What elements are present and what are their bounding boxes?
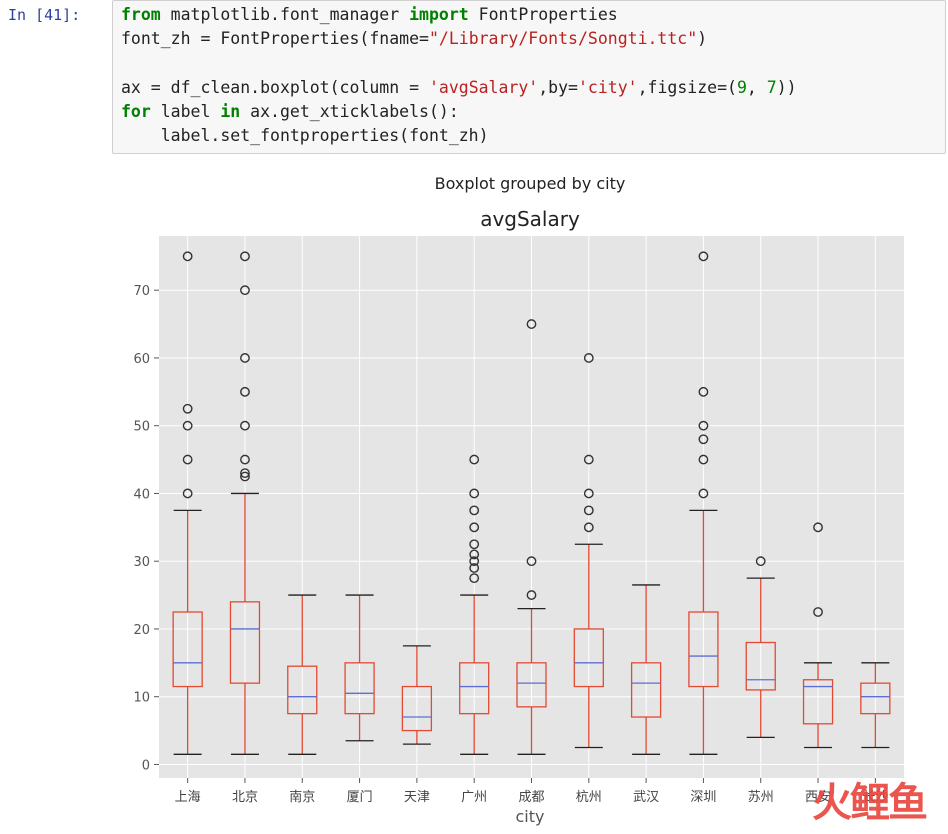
box-南京 <box>287 594 318 755</box>
outlier-point <box>698 251 709 262</box>
outlier-point <box>240 251 250 262</box>
iqr-box <box>860 682 891 715</box>
outlier-point <box>240 386 250 397</box>
x-tick-label: 苏州 <box>748 789 774 805</box>
outlier-point <box>526 319 537 329</box>
outlier-point <box>182 488 193 499</box>
outlier-point <box>240 468 250 479</box>
outlier-point <box>698 454 709 465</box>
y-axis: 0 10 20 30 40 50 60 70 <box>133 284 159 773</box>
outlier-point <box>755 556 766 567</box>
iqr-box <box>401 685 433 732</box>
y-tick-label: 70 <box>133 284 150 299</box>
x-axis: 上海 北京 南京 厦门 天津 广州 成都 杭州 武汉 深圳 苏州 西安 长沙 <box>175 778 888 805</box>
outlier-point <box>526 556 537 567</box>
outlier-point <box>182 403 193 414</box>
iqr-box <box>287 665 318 715</box>
outlier-point <box>182 420 193 431</box>
outlier-point <box>813 607 823 617</box>
iqr-box <box>688 611 719 688</box>
outlier-point <box>698 420 709 431</box>
y-tick-label: 10 <box>133 691 150 706</box>
x-tick-label: 西安 <box>805 790 831 805</box>
box-苏州 <box>745 556 776 738</box>
outlier-point <box>698 434 709 445</box>
x-tick-label: 杭州 <box>576 790 602 805</box>
iqr-box <box>802 679 834 725</box>
x-tick-label: 武汉 <box>633 790 659 805</box>
outlier-point <box>583 522 594 533</box>
iqr-box <box>516 662 547 708</box>
outlier-point <box>469 539 480 550</box>
x-tick-label: 成都 <box>518 790 544 805</box>
outlier-point <box>240 454 250 465</box>
iqr-box <box>459 662 490 715</box>
y-tick-label: 30 <box>133 555 150 570</box>
box-广州 <box>459 454 490 755</box>
box-长沙 <box>860 662 891 749</box>
box-北京 <box>229 251 261 755</box>
outlier-point <box>469 549 480 560</box>
outlier-point <box>240 285 250 296</box>
watermark-logo: 火鲤鱼 <box>812 780 928 826</box>
iqr-box <box>745 641 776 691</box>
outlier-point <box>240 420 250 431</box>
iqr-box <box>573 628 604 688</box>
y-tick-label: 0 <box>142 758 150 773</box>
box-杭州 <box>573 353 604 749</box>
figure-suptitle: Boxplot grouped by city <box>435 174 626 193</box>
x-tick-label: 北京 <box>232 790 258 805</box>
outlier-point <box>583 505 594 516</box>
x-axis-label: city <box>516 807 545 826</box>
outlier-point <box>182 454 193 465</box>
boxes <box>172 251 891 755</box>
outlier-point <box>698 386 709 397</box>
x-tick-label: 长沙 <box>862 790 888 805</box>
code-editor[interactable]: from matplotlib.font_manager import Font… <box>112 0 946 154</box>
box-深圳 <box>688 251 719 755</box>
outlier-point <box>240 471 250 482</box>
outlier-point <box>698 488 709 499</box>
y-tick-label: 40 <box>133 487 150 502</box>
y-tick-label: 20 <box>133 623 150 638</box>
outlier-point <box>583 488 594 499</box>
outlier-point <box>469 556 480 567</box>
outlier-point <box>469 522 480 533</box>
box-武汉 <box>630 584 662 755</box>
x-tick-label: 上海 <box>175 790 201 805</box>
outlier-point <box>469 573 480 584</box>
box-厦门 <box>344 594 375 742</box>
outlier-point <box>526 590 537 600</box>
iqr-box <box>172 611 203 688</box>
outlier-point <box>469 488 480 499</box>
outlier-point <box>182 251 193 262</box>
outlier-point <box>469 454 480 465</box>
boxplot-figure: Boxplot grouped by city avgSalary 0 10 20 3… <box>133 174 904 826</box>
x-tick-label: 深圳 <box>690 790 716 805</box>
x-tick-label: 南京 <box>289 789 315 805</box>
y-tick-label: 60 <box>133 352 150 367</box>
outlier-point <box>583 353 594 363</box>
outlier-point <box>583 454 594 465</box>
x-tick-label: 厦门 <box>347 790 373 805</box>
y-tick-label: 50 <box>133 420 150 435</box>
outlier-point <box>469 505 480 516</box>
box-天津 <box>401 645 433 745</box>
cell-prompt: In [41]: <box>8 6 81 24</box>
outlier-point <box>469 563 480 573</box>
axes-title: avgSalary <box>480 207 580 231</box>
iqr-box <box>344 662 375 715</box>
iqr-box <box>630 662 662 718</box>
x-tick-label: 天津 <box>404 790 430 805</box>
iqr-box <box>229 601 261 684</box>
box-成都 <box>516 319 547 755</box>
box-上海 <box>172 251 203 755</box>
x-tick-label: 广州 <box>461 790 487 805</box>
notebook-cell: In [41]: from matplotlib.font_manager im… <box>0 0 948 160</box>
box-西安 <box>802 522 834 749</box>
outlier-point <box>240 353 250 363</box>
outlier-point <box>813 522 823 533</box>
code-text[interactable]: from matplotlib.font_manager import Font… <box>121 5 797 146</box>
